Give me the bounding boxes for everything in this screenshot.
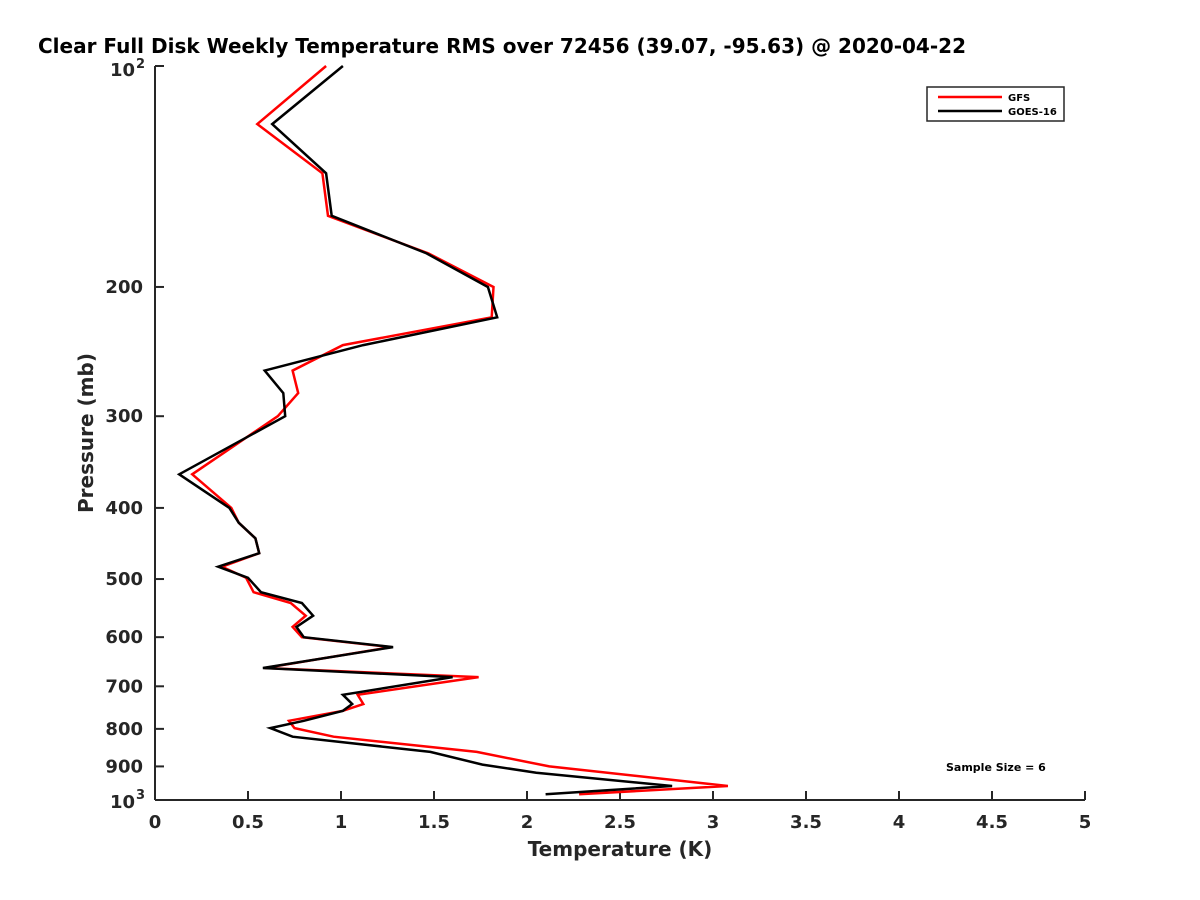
y-tick-label: 10 <box>110 60 135 81</box>
sample-size-annotation: Sample Size = 6 <box>946 761 1046 774</box>
x-tick-label: 0.5 <box>232 812 264 833</box>
x-tick-label: 4 <box>893 812 906 833</box>
x-tick-label: 3 <box>707 812 720 833</box>
y-tick-label: 600 <box>105 627 143 648</box>
x-axis-label: Temperature (K) <box>528 837 713 861</box>
axes: 0 0.5 1 1.5 2 2.5 3 3.5 4 4.5 510 22003004005006007… <box>105 57 1091 833</box>
legend-label-goes-16: GOES-16 <box>1008 107 1057 118</box>
legend-label-gfs: GFS <box>1008 93 1030 104</box>
y-tick-label: 800 <box>105 719 143 740</box>
series-lines <box>176 65 729 796</box>
legend: GFS GOES-16 <box>926 86 1065 122</box>
legend-box <box>926 86 1065 122</box>
x-tick-label: 3.5 <box>790 812 822 833</box>
y-tick-label: 900 <box>105 756 143 777</box>
x-tick-label: 1 <box>335 812 348 833</box>
y-tick-label: 300 <box>105 406 143 427</box>
x-tick-label: 4.5 <box>976 812 1008 833</box>
series-line-goes-16 <box>176 65 673 796</box>
y-tick-label: 200 <box>105 277 143 298</box>
y-tick-label: 400 <box>105 498 143 519</box>
y-tick-label: 700 <box>105 676 143 697</box>
x-tick-label: 2 <box>521 812 534 833</box>
y-tick-exponent: 2 <box>136 57 145 72</box>
x-tick-label: 0 <box>149 812 162 833</box>
x-tick-label: 2.5 <box>604 812 636 833</box>
y-axis-label: Pressure (mb) <box>74 353 98 513</box>
x-tick-label: 1.5 <box>418 812 450 833</box>
x-tick-label: 5 <box>1079 812 1092 833</box>
y-tick-exponent: 3 <box>136 788 145 803</box>
y-tick-label: 500 <box>105 569 143 590</box>
series-line-gfs <box>190 65 729 796</box>
y-tick-label: 10 <box>110 792 135 813</box>
chart-title: Clear Full Disk Weekly Temperature RMS o… <box>38 34 966 58</box>
